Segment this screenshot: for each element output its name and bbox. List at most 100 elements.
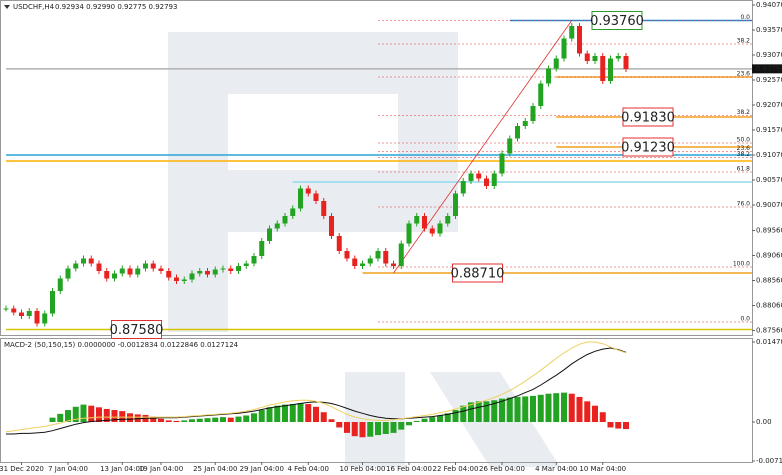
candle-body: [329, 216, 334, 236]
macd-bar: [134, 414, 141, 423]
macd-bar: [49, 417, 56, 423]
macd-bar: [65, 410, 71, 423]
x-tick-label: 25 Jan 04:00: [193, 465, 237, 473]
macd-pane: [0, 338, 753, 463]
candle-body: [3, 308, 9, 310]
macd-bar: [623, 422, 629, 430]
candle-body: [499, 153, 505, 174]
fibo-label: 0.0: [740, 14, 750, 21]
macd-bar: [351, 422, 358, 437]
macd-bar: [344, 422, 350, 433]
candle-body: [530, 106, 536, 121]
candle-body: [127, 268, 133, 275]
macd-bar: [522, 396, 529, 423]
candle-body: [429, 228, 435, 234]
candle-body: [65, 268, 71, 279]
candle-body: [321, 201, 327, 216]
current-price-box: [752, 64, 782, 74]
macd-bar: [592, 405, 598, 423]
candle-body: [57, 278, 63, 291]
macd-bar: [537, 394, 544, 423]
macd-bar: [421, 418, 428, 423]
macd-bar: [80, 404, 87, 423]
macd-bar: [227, 417, 234, 423]
candle-body: [11, 308, 17, 313]
macd-bar: [359, 422, 366, 438]
candle-body: [290, 208, 296, 216]
macd-tick-label: -0.007163: [756, 457, 782, 465]
candle-body: [336, 236, 342, 251]
candle-body: [305, 188, 311, 194]
macd-bar: [305, 404, 312, 423]
candle-body: [50, 291, 55, 314]
candle-body: [112, 273, 117, 279]
price-annotation-box: [591, 11, 643, 30]
macd-bar: [375, 422, 381, 436]
quote: 0.92934 0.92990 0.92775 0.92793: [55, 3, 177, 11]
macd-bar: [258, 410, 265, 423]
macd-bar: [289, 404, 296, 423]
macd-bar: [173, 420, 180, 423]
macd-bar: [429, 417, 436, 423]
candle-body: [313, 193, 319, 201]
candle-body: [383, 251, 389, 264]
macd-bar: [111, 410, 118, 423]
price-annotation-box: [622, 137, 674, 157]
candle-body: [398, 243, 404, 266]
x-tick-label: 13 Jan 04:00: [100, 465, 144, 473]
macd-bar: [158, 418, 164, 423]
macd-bar: [398, 422, 405, 430]
macd-bar: [57, 413, 64, 423]
candle-body: [546, 68, 551, 84]
candle-body: [259, 241, 265, 256]
x-tick-label: 4 Feb 04:00: [288, 465, 329, 473]
candle-body: [507, 138, 513, 154]
candle-body: [166, 271, 172, 278]
macd-bar: [413, 420, 420, 423]
candle-body: [569, 26, 575, 39]
macd-bar: [220, 417, 226, 423]
x-tick-label: 16 Feb 04:00: [386, 465, 432, 473]
candle-body: [406, 223, 412, 244]
candle-body: [391, 263, 396, 266]
candle-body: [522, 121, 528, 126]
candle-body: [73, 263, 79, 269]
fibo-label: 38.2: [737, 109, 751, 116]
fibo-label: 50.0: [737, 137, 751, 144]
macd-bar: [313, 406, 319, 423]
macd-bar: [88, 405, 95, 423]
price-annotation-box: [622, 107, 674, 127]
macd-bar: [390, 422, 397, 433]
candle-body: [81, 258, 86, 264]
price-annotation-box: [111, 320, 162, 339]
candle-body: [437, 223, 443, 234]
macd-bar: [437, 415, 443, 423]
candle-body: [584, 53, 590, 61]
x-tick-label: 10 Feb 04:00: [340, 465, 386, 473]
candle-body: [34, 311, 40, 324]
candle-body: [592, 56, 598, 61]
x-tick-label: 29 Jan 04:00: [240, 465, 284, 473]
x-tick-label: 4 Mar 04:00: [535, 465, 577, 473]
macd-bar: [406, 422, 412, 426]
candle-body: [344, 251, 350, 259]
candle-body: [243, 263, 249, 266]
x-tick-label: 22 Feb 04:00: [433, 465, 479, 473]
candle-body: [236, 266, 241, 271]
candle-body: [212, 269, 218, 275]
macd-bar: [382, 422, 389, 434]
fibo-label: 38.2: [737, 38, 751, 45]
candle-body: [414, 216, 420, 224]
macd-bar: [251, 413, 257, 423]
candle-body: [538, 83, 544, 106]
macd-line: [6, 347, 627, 435]
fibo-label: 100.0: [733, 261, 750, 268]
